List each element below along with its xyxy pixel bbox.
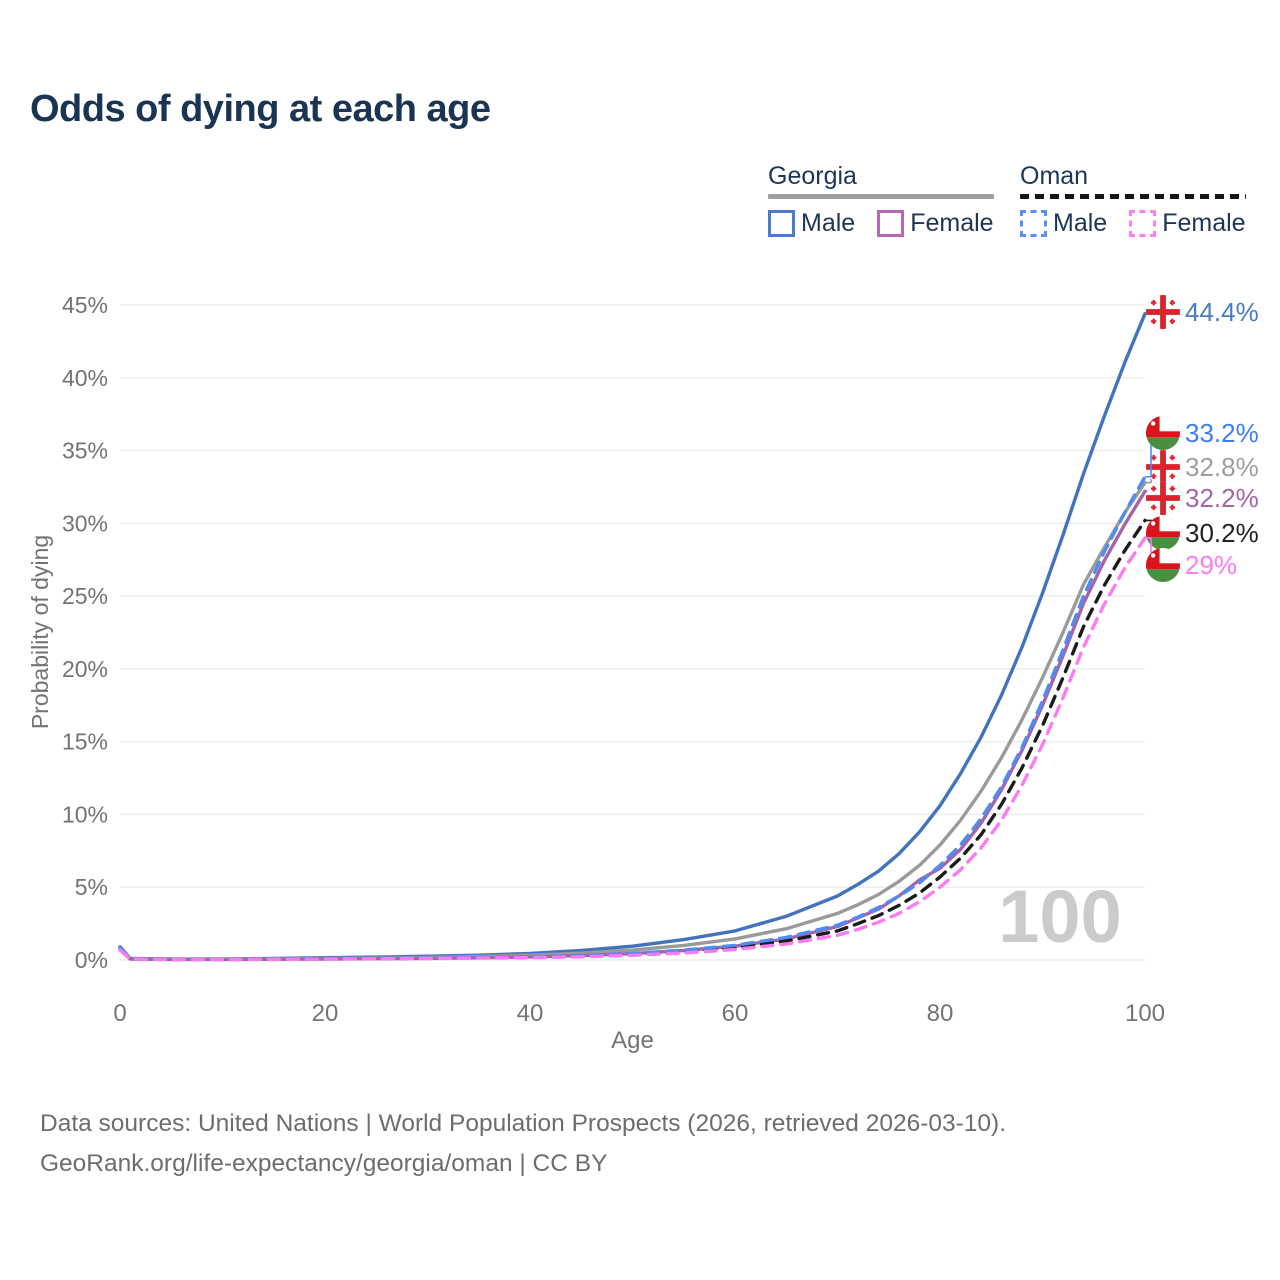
page-title: Odds of dying at each age xyxy=(30,88,491,130)
oman-flag-icon xyxy=(1146,416,1180,450)
footer: Data sources: United Nations | World Pop… xyxy=(40,1104,1006,1184)
x-tick-label: 0 xyxy=(113,1000,126,1027)
legend-linestyle-georgia xyxy=(768,194,994,199)
legend-group-title-georgia: Georgia xyxy=(768,162,857,190)
x-tick-label: 80 xyxy=(927,1000,954,1027)
legend-label-georgia-female: Female xyxy=(910,209,994,237)
y-tick-label: 25% xyxy=(62,583,108,609)
legend-swatch-oman-female xyxy=(1129,210,1157,237)
legend-item-oman-male[interactable]: Male xyxy=(1020,209,1107,238)
end-label-georgia-female: 32.2% xyxy=(1185,483,1259,513)
legend-group-georgia: Georgia Male Female xyxy=(768,162,994,238)
georgia-flag-icon xyxy=(1146,481,1180,515)
georgia-flag-icon xyxy=(1146,295,1180,329)
y-tick-label: 10% xyxy=(62,801,108,827)
x-tick-label: 60 xyxy=(722,1000,749,1027)
series-line-oman-female xyxy=(118,536,1147,962)
legend-group-oman: Oman Male Female xyxy=(1020,162,1246,238)
end-label-oman-female: 29% xyxy=(1185,550,1237,580)
legend-label-georgia-male: Male xyxy=(801,209,856,237)
legend-swatch-oman-male xyxy=(1020,210,1047,237)
age-watermark: 100 xyxy=(998,875,1121,958)
series-line-oman-total xyxy=(118,518,1147,962)
x-tick-label: 100 xyxy=(1125,1000,1165,1027)
legend-item-oman-female[interactable]: Female xyxy=(1129,209,1246,238)
end-label-oman-male: 33.2% xyxy=(1185,418,1259,448)
y-tick-label: 35% xyxy=(62,438,108,464)
y-tick-label: 20% xyxy=(62,656,108,682)
legend-linestyle-oman xyxy=(1020,194,1246,199)
series-line-georgia-female xyxy=(118,489,1147,962)
x-tick-label: 20 xyxy=(312,1000,339,1027)
oman-flag-icon xyxy=(1146,516,1180,550)
y-tick-label: 40% xyxy=(62,365,108,391)
end-label-georgia-male: 44.4% xyxy=(1185,297,1259,327)
y-tick-label: 45% xyxy=(62,292,108,318)
y-tick-label: 5% xyxy=(75,874,108,900)
x-axis-title: Age xyxy=(611,1027,654,1054)
y-tick-label: 0% xyxy=(75,947,108,973)
series-line-georgia-male xyxy=(118,312,1147,961)
legend-swatch-georgia-female xyxy=(877,210,905,237)
y-axis-title: Probability of dying xyxy=(27,535,53,729)
legend-label-oman-female: Female xyxy=(1162,209,1246,237)
y-tick-label: 30% xyxy=(62,510,108,536)
legend-label-oman-male: Male xyxy=(1053,209,1108,237)
end-label-oman-total: 30.2% xyxy=(1185,518,1259,548)
x-tick-label: 40 xyxy=(517,1000,544,1027)
end-label-georgia-total: 32.8% xyxy=(1185,452,1259,482)
footer-source-line: Data sources: United Nations | World Pop… xyxy=(40,1110,1007,1137)
oman-flag-icon xyxy=(1146,548,1180,582)
legend-item-georgia-female[interactable]: Female xyxy=(877,209,994,238)
y-tick-label: 15% xyxy=(62,729,108,755)
footer-attribution-line: GeoRank.org/life-expectancy/georgia/oman… xyxy=(40,1150,608,1177)
legend-swatch-georgia-male xyxy=(768,210,795,237)
legend-group-title-oman: Oman xyxy=(1020,162,1089,190)
legend-item-georgia-male[interactable]: Male xyxy=(768,209,855,238)
georgia-flag-icon xyxy=(1146,450,1180,484)
